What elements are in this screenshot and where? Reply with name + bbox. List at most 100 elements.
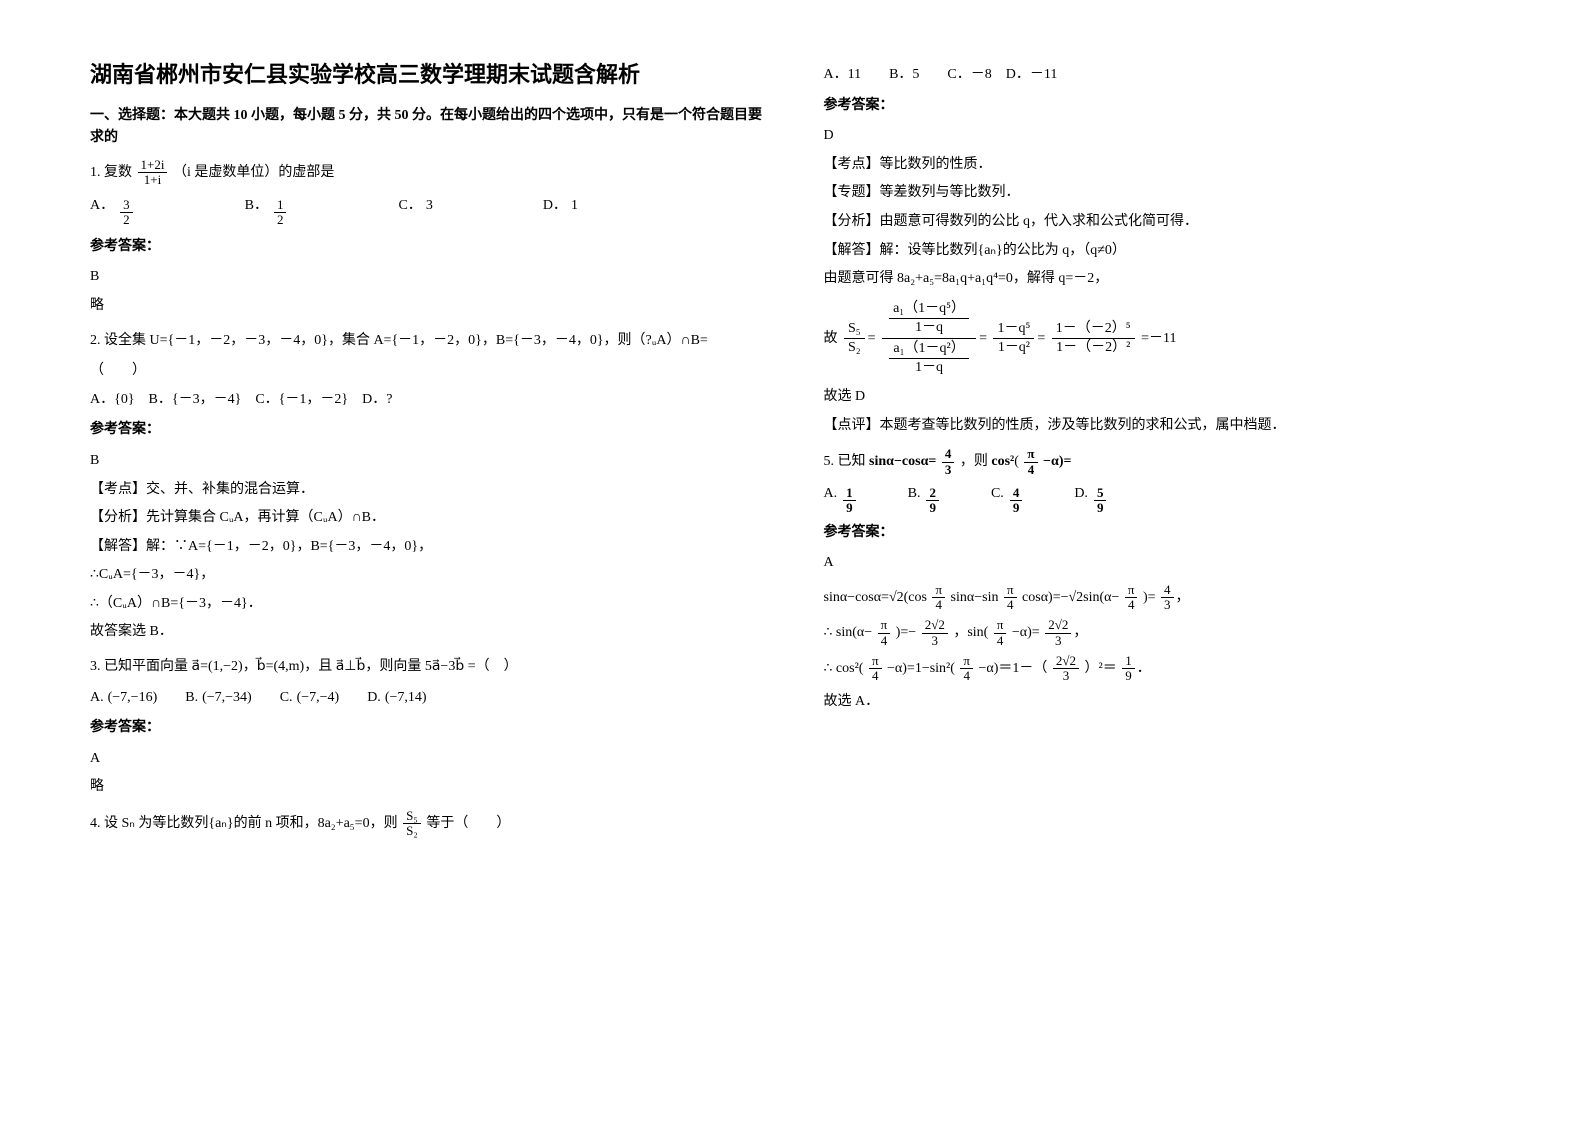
f: 2√23 [922, 618, 948, 648]
f: 2√23 [1045, 618, 1071, 648]
d: 4 [1125, 598, 1138, 612]
t: ）²＝ [1085, 661, 1117, 676]
n: π [994, 618, 1007, 633]
num: S₅ [403, 809, 421, 824]
den: S₂ [403, 824, 421, 838]
question-5: 5. 已知 sinα−cosα= 43 ，则 cos²( π4 −α)= [824, 447, 1498, 477]
q2-l3: 故答案选 B． [90, 619, 764, 646]
n: π [869, 654, 882, 669]
q4-s5s2: S₅ S₂ [844, 320, 865, 357]
q4-options: A．11 B．5 C．－8 D．－11 [824, 62, 1498, 89]
q4-eq-tail: =－11 [1141, 331, 1176, 346]
q5-opt-c: C.49 [991, 481, 1024, 516]
opt-label: B． [245, 193, 268, 220]
f: π4 [994, 618, 1007, 648]
opt-label: A． [90, 193, 114, 220]
q4-analysis: 【分析】由题意可得数列的公比 q，代入求和公式化简可得． [824, 209, 1498, 236]
q5-line2: ∴ sin(α− π4 )=− 2√23 ，sin( π4 −α)= 2√23， [824, 618, 1498, 648]
num: 1 [274, 198, 287, 213]
den: 2 [120, 213, 133, 227]
den: 9 [926, 501, 939, 515]
t: ∴ [824, 661, 833, 676]
val: 1 [571, 193, 578, 220]
q5-pick: 故选 A． [824, 689, 1498, 716]
q5-line1: sinα−cosα=√2(cos π4 sinα−sin π4 cosα)=−√… [824, 583, 1498, 613]
q4-big-prefix: 故 [824, 331, 838, 346]
opt-label: C. [280, 685, 293, 712]
num: 4 [1010, 486, 1023, 501]
q3-options: A.(−7,−16) B.(−7,−34) C.(−7,−4) D.(−7,14… [90, 685, 764, 712]
n: π [960, 654, 973, 669]
q3-opt-d: D.(−7,14) [367, 685, 426, 712]
opt-label: D. [1074, 481, 1088, 508]
q5-eq2-pre: cos² [991, 454, 1014, 469]
q2-ref-label: 参考答案： [90, 417, 764, 444]
num: 1 [843, 486, 856, 501]
q1-answer: B [90, 264, 764, 291]
section-heading: 一、选择题：本大题共 10 小题，每小题 5 分，共 50 分。在每小题给出的四… [90, 105, 764, 150]
q5-answer: A [824, 550, 1498, 577]
question-4: 4. 设 Sₙ 为等比数列{aₙ}的前 n 项和，8a₂+a₅=0，则 S₅ S… [90, 809, 764, 839]
n: π [878, 618, 891, 633]
question-2-stem2: （ ） [90, 358, 764, 385]
q5-eq2-inner: π4 [1024, 447, 1037, 477]
opt-label: D． [543, 193, 567, 220]
q4-pick: 故选 D [824, 384, 1498, 411]
q3-opt-c: C.(−7,−4) [280, 685, 339, 712]
q5-ref-label: 参考答案： [824, 520, 1498, 547]
t: −α)=1−sin²( [887, 661, 955, 676]
q1-opt-a: A． 32 [90, 193, 135, 228]
den: 3 [942, 463, 955, 477]
q2-options: A．{0} B．{－3，－4} C．{－1，－2} D．? [90, 387, 764, 414]
d: 4 [1004, 598, 1017, 612]
q1-stem-post: （i 是虚数单位）的虚部是 [173, 165, 334, 180]
question-2-stem1: 2. 设全集 U={－1，－2，－3，－4，0}，集合 A={－1，－2，0}，… [90, 328, 764, 355]
den: 1－q [889, 359, 968, 377]
q1-stem-pre: 1. 复数 [90, 165, 136, 180]
d: 4 [878, 634, 891, 648]
t: −α)= [1012, 625, 1040, 640]
q2-l1: ∴CᵤA={－3，－4}， [90, 562, 764, 589]
q5-line3: ∴ cos²( π4 −α)=1−sin²( π4 −α)＝1－（ 2√23 ）… [824, 654, 1498, 684]
num: a₁（1－q²） [889, 340, 968, 359]
d: 4 [932, 598, 945, 612]
q1-frac-den: 1+i [138, 173, 168, 187]
q4-solve2: 由题意可得 8a₂+a₅=8a₁q+a₁q⁴=0，解得 q=－2， [824, 266, 1498, 293]
q1-a-frac: 32 [120, 198, 133, 228]
d: 4 [960, 669, 973, 683]
q3-note: 略 [90, 774, 764, 801]
q5-options: A.19 B.29 C.49 D.59 [824, 481, 1498, 516]
q4-topic: 【专题】等差数列与等比数列． [824, 180, 1498, 207]
frac: 29 [926, 486, 939, 516]
val: (−7,14) [385, 685, 427, 712]
den: 1－（－2）² [1052, 339, 1135, 357]
num: 4 [942, 447, 955, 462]
val: (−7,−16) [108, 685, 158, 712]
q3-opt-b: B.(−7,−34) [185, 685, 251, 712]
q1-frac-num: 1+2i [138, 158, 168, 173]
q1-options: A． 32 B． 12 C．3 D．1 [90, 193, 764, 228]
t: cos²( [836, 661, 864, 676]
n: π [1004, 583, 1017, 598]
t: sinα−sin [951, 590, 999, 605]
q4-solve1: 【解答】解：设等比数列{aₙ}的公比为 q，（q≠0） [824, 238, 1498, 265]
q4-eq3: 1－（－2）⁵ 1－（－2）² [1052, 320, 1135, 357]
n: π [1125, 583, 1138, 598]
f: π4 [1125, 583, 1138, 613]
d: 3 [922, 634, 948, 648]
den: 4 [1024, 463, 1037, 477]
q5-eq1: sinα−cosα= [869, 454, 936, 469]
t: sinα−cosα=√2(cos [824, 590, 927, 605]
q3-opt-a: A.(−7,−16) [90, 685, 157, 712]
opt-label: B. [185, 685, 198, 712]
n: 2√2 [922, 618, 948, 633]
d: 3 [1053, 669, 1079, 683]
den: 2 [274, 213, 287, 227]
t: sin(α− [836, 625, 872, 640]
f: π4 [869, 654, 882, 684]
d: 4 [869, 669, 882, 683]
den: 9 [1094, 501, 1107, 515]
f: π4 [878, 618, 891, 648]
n: 2√2 [1053, 654, 1079, 669]
q2-exam-point: 【考点】交、并、补集的混合运算． [90, 477, 764, 504]
